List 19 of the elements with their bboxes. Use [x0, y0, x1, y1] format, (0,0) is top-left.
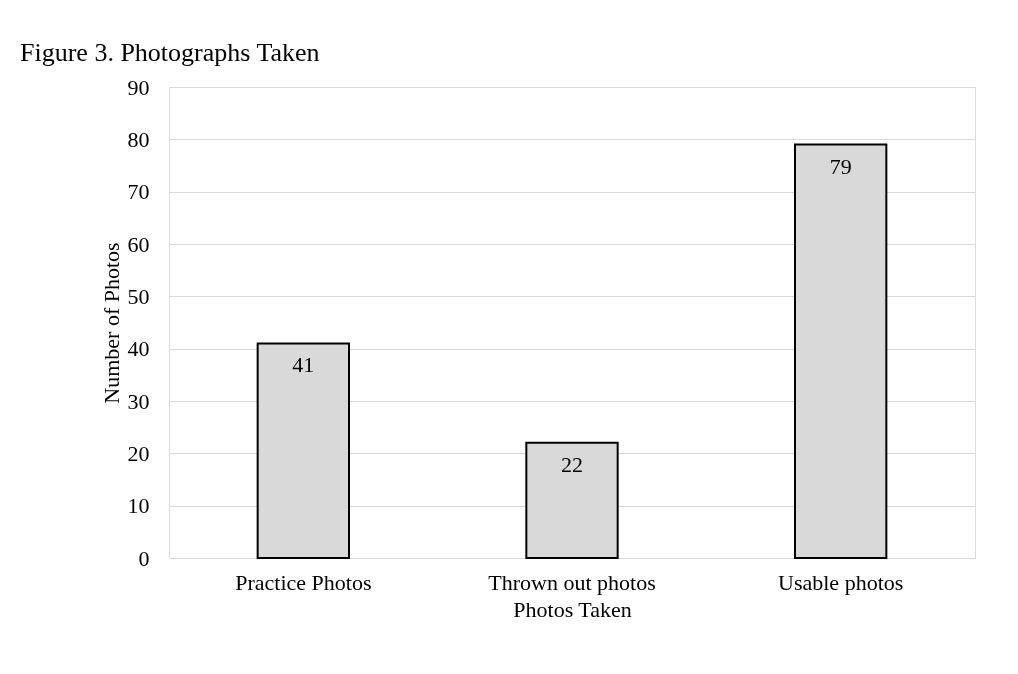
y-tick-label: 90 [127, 74, 150, 100]
data-label: 79 [829, 153, 852, 179]
y-tick-label: 0 [138, 545, 150, 571]
y-axis-title: Number of Photos [98, 242, 124, 404]
y-tick-label: 40 [127, 336, 150, 362]
y-tick-label: 30 [127, 388, 150, 414]
data-label: 22 [561, 451, 583, 477]
y-tick-label: 80 [127, 126, 150, 152]
y-tick-label: 20 [127, 440, 150, 466]
y-tick-label: 70 [127, 179, 150, 205]
y-tick-label: 60 [127, 231, 150, 257]
data-label: 41 [292, 352, 315, 378]
y-tick-label: 10 [127, 493, 150, 519]
x-axis-title: Photos Taken [513, 596, 632, 622]
chart-title: Figure 3. Photographs Taken [20, 38, 320, 67]
x-tick-label: Practice Photos [235, 569, 372, 595]
x-tick-label: Thrown out photos [488, 569, 656, 595]
y-tick-label: 50 [127, 283, 150, 309]
x-tick-label: Usable photos [778, 569, 904, 595]
